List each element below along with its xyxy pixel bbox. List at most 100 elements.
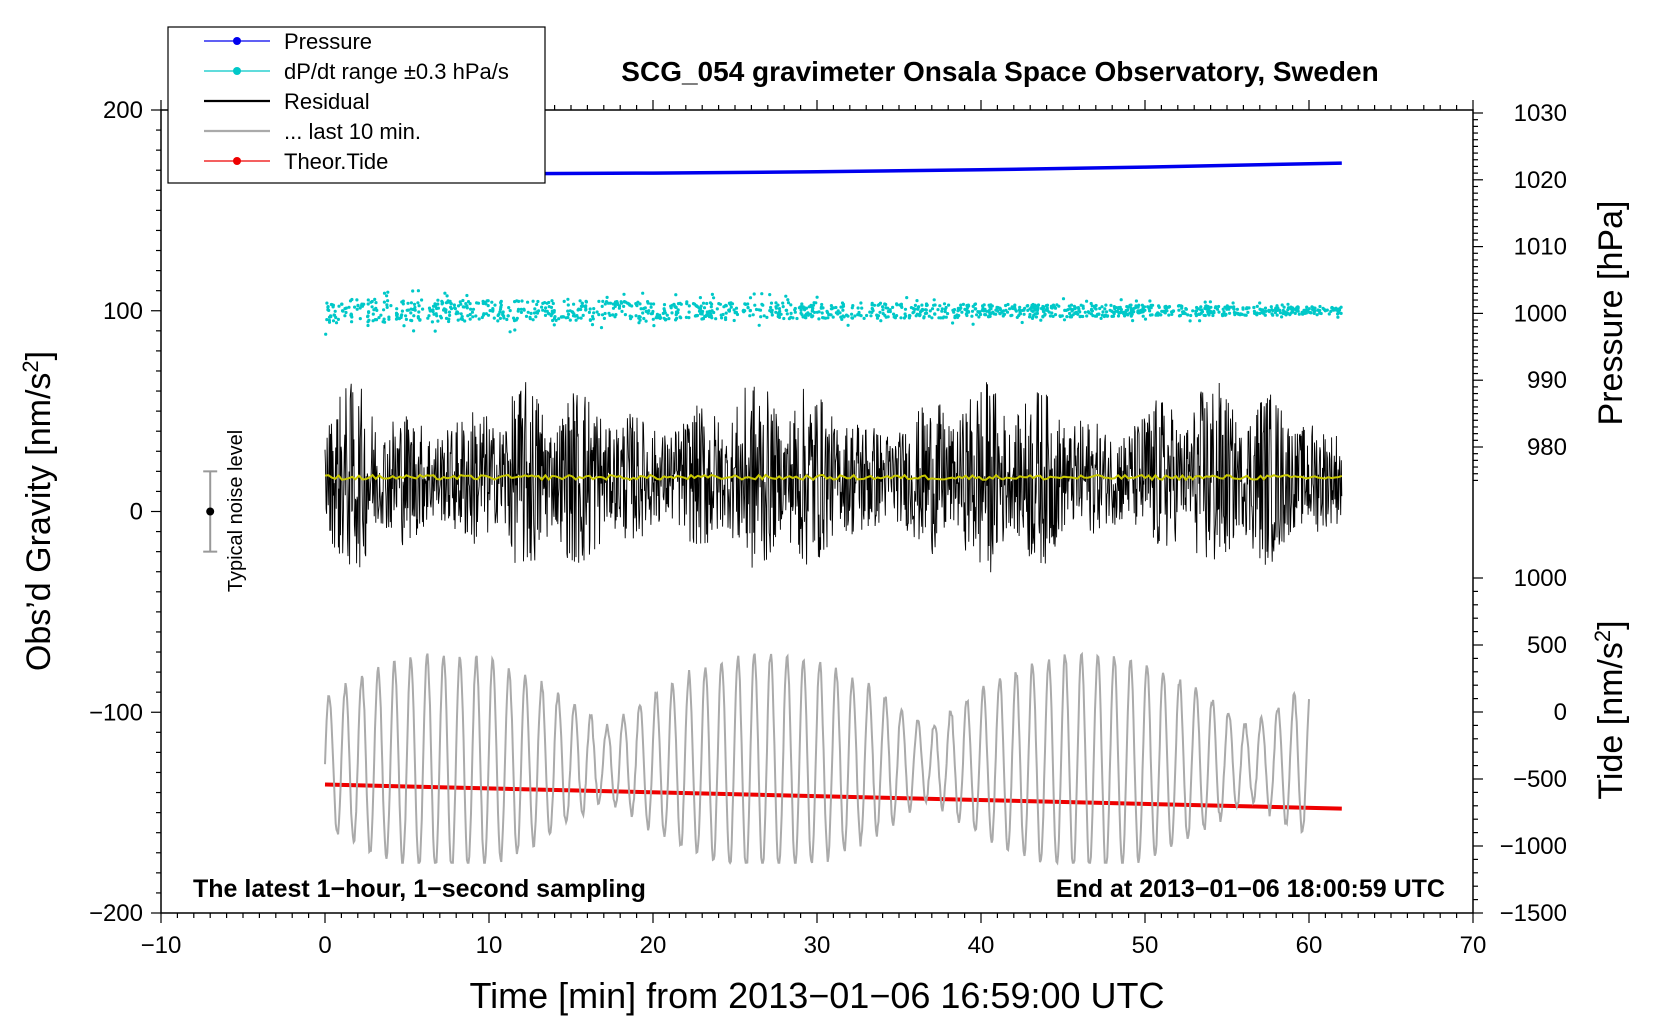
dpdt-point [428, 309, 432, 313]
dpdt-point [806, 311, 810, 315]
dpdt-point [727, 308, 731, 312]
dpdt-point [777, 313, 782, 317]
dpdt-point [634, 314, 638, 318]
dpdt-point [1315, 313, 1319, 317]
dpdt-point [1015, 315, 1019, 319]
dpdt-point [360, 304, 365, 308]
dpdt-point [1336, 310, 1340, 314]
dpdt-point [674, 293, 678, 297]
dpdt-point [1062, 318, 1067, 322]
dpdt-point [441, 301, 445, 305]
dpdt-point [1171, 309, 1176, 313]
dpdt-point [370, 299, 374, 304]
dpdt-point [1083, 310, 1087, 314]
dpdt-point [1289, 311, 1293, 315]
dpdt-point [372, 308, 376, 312]
dpdt-point [1094, 307, 1098, 311]
dpdt-point [630, 304, 634, 308]
dpdt-point [1051, 314, 1055, 318]
dpdt-point [447, 319, 451, 324]
dpdt-point [617, 306, 622, 310]
dpdt-point [698, 296, 703, 300]
dpdt-point [774, 301, 778, 305]
dpdt-point [879, 319, 883, 323]
dpdt-point [1001, 314, 1005, 318]
dpdt-point [884, 306, 888, 310]
dpdt-point [566, 303, 570, 307]
dpdt-point [709, 312, 713, 316]
dpdt-point [685, 302, 689, 306]
dpdt-point [608, 313, 612, 317]
dpdt-point [679, 302, 683, 306]
dpdt-point [1232, 307, 1236, 311]
dpdt-point [1058, 314, 1062, 318]
dpdt-point [1061, 297, 1066, 301]
dpdt-point [774, 305, 778, 309]
dpdt-point [459, 302, 463, 306]
dpdt-point [970, 314, 974, 318]
dpdt-point [1196, 307, 1200, 311]
dpdt-point [402, 324, 406, 328]
dpdt-point [1271, 308, 1275, 313]
dpdt-point [1217, 304, 1221, 309]
x-tick-label: 50 [1132, 932, 1159, 959]
dpdt-point [770, 313, 774, 317]
dpdt-point [786, 298, 790, 302]
dpdt-point [646, 301, 650, 305]
dpdt-point [981, 304, 985, 308]
dpdt-point [1148, 309, 1152, 313]
dpdt-point [622, 292, 626, 296]
annotation-right: End at 2013−01−06 18:00:59 UTC [1056, 875, 1445, 903]
dpdt-point [1319, 311, 1323, 316]
dpdt-point [1339, 305, 1343, 309]
dpdt-point [650, 311, 655, 316]
dpdt-point [676, 302, 681, 306]
dpdt-point [486, 313, 491, 317]
dpdt-point [1236, 312, 1241, 316]
dpdt-point [513, 328, 517, 332]
dpdt-point [977, 315, 981, 319]
dpdt-point [965, 310, 969, 315]
dpdt-point [557, 317, 561, 321]
dpdt-point [988, 314, 992, 318]
y-tick-label: −100 [89, 699, 143, 726]
dpdt-point [1283, 312, 1287, 316]
dpdt-point [373, 297, 377, 301]
dpdt-point [471, 315, 475, 319]
dpdt-point [748, 296, 753, 300]
dpdt-point [404, 317, 408, 321]
dpdt-point [1167, 313, 1171, 317]
dpdt-point [519, 307, 523, 311]
dpdt-point [386, 299, 390, 303]
dpdt-point [1295, 309, 1299, 313]
dpdt-point [401, 299, 405, 303]
dpdt-point [652, 302, 656, 306]
tide-tick-label: 0 [1554, 699, 1567, 726]
dpdt-point [455, 310, 460, 314]
dpdt-point [498, 316, 502, 320]
dpdt-point [789, 315, 793, 319]
dpdt-point [411, 289, 415, 293]
dpdt-point [963, 307, 967, 311]
dpdt-point [1103, 307, 1107, 311]
dpdt-point [675, 316, 679, 320]
dpdt-point [551, 318, 555, 323]
series-theor-tide [324, 782, 1342, 811]
dpdt-point [409, 301, 413, 305]
dpdt-point [1300, 310, 1304, 314]
dpdt-point [573, 314, 577, 318]
dpdt-point [1033, 308, 1037, 312]
dpdt-point [758, 308, 763, 312]
dpdt-point [1085, 299, 1089, 303]
dpdt-point [464, 302, 468, 306]
legend-marker [233, 37, 241, 45]
dpdt-point [576, 308, 580, 312]
dpdt-point [497, 312, 501, 316]
dpdt-point [591, 317, 595, 321]
dpdt-point [732, 308, 736, 312]
dpdt-point [1053, 306, 1058, 310]
dpdt-point [395, 307, 399, 311]
dpdt-point [846, 323, 850, 327]
dpdt-point [588, 307, 592, 311]
dpdt-point [804, 316, 808, 320]
